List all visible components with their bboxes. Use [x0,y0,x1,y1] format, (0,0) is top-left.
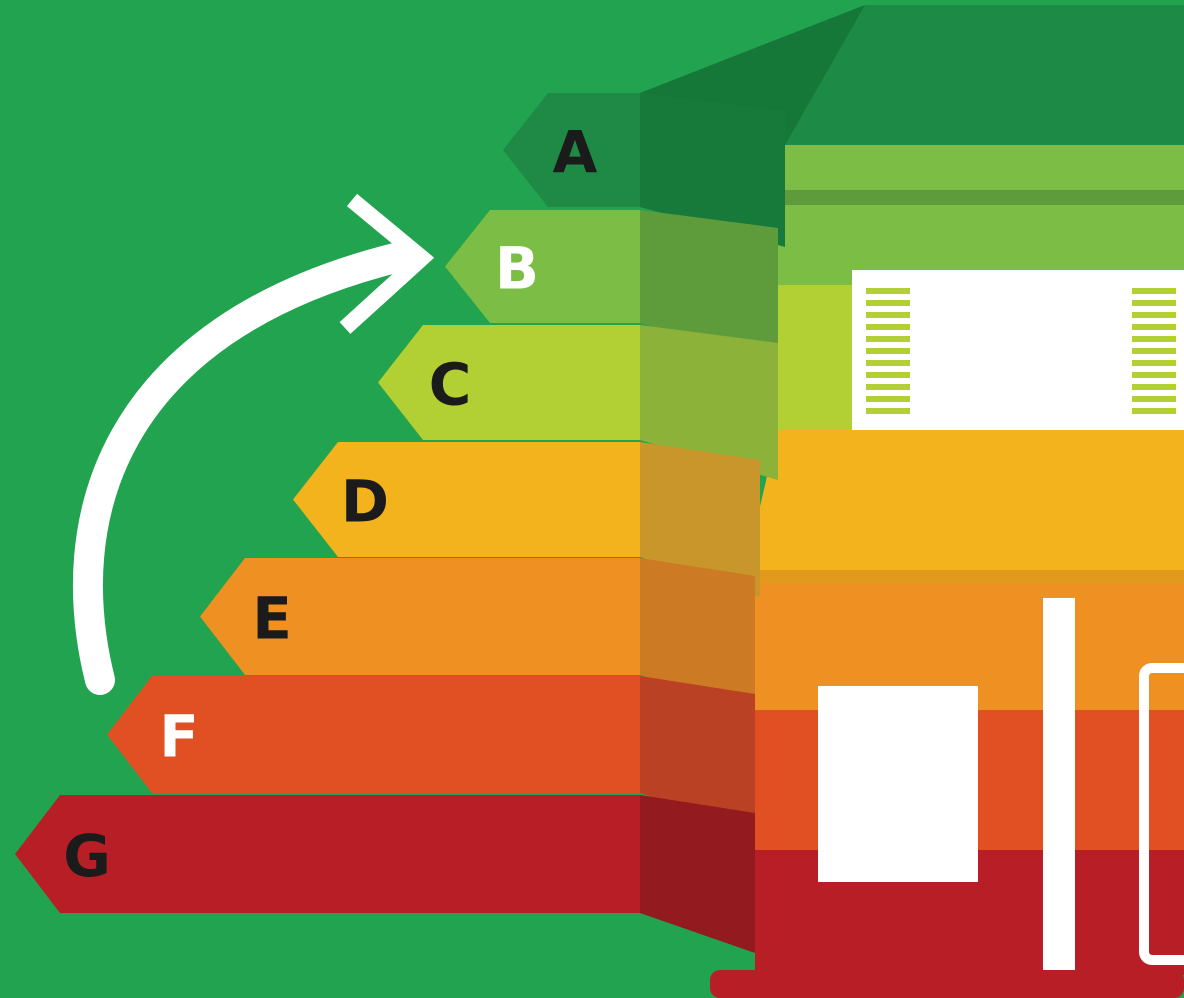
rating-letter: C [429,351,472,419]
rating-letter: D [341,468,389,536]
rating-arrow [445,210,640,323]
pillar [1043,598,1075,970]
rating-arrow [503,93,640,207]
shop-window [1139,663,1184,965]
house-awning [745,430,1184,570]
house-band [760,190,1184,205]
rating-letter: A [553,118,598,186]
house-base [710,970,1184,998]
rating-arrow [200,558,640,675]
band-side [640,93,785,247]
band-side [640,442,760,597]
rating-arrow [378,325,640,440]
band-side [640,676,755,833]
rating-arrow [293,442,640,557]
improvement-arrow [72,243,410,695]
band-side [640,325,778,480]
improvement-arrow-head [339,193,435,334]
band-side [640,558,755,715]
window-louvres [866,288,1176,414]
house-eave [760,145,1184,190]
rating-letter: B [495,235,539,303]
house [710,145,1184,998]
door-panel [818,686,978,882]
rating-arrow [107,676,640,793]
house-band [740,570,1184,584]
rating-letter: G [63,822,111,890]
rating-letter: E [252,585,292,653]
rating-arrow [15,795,640,913]
rating-letter: F [159,703,199,771]
band-side [640,210,778,363]
band-side [640,795,755,953]
